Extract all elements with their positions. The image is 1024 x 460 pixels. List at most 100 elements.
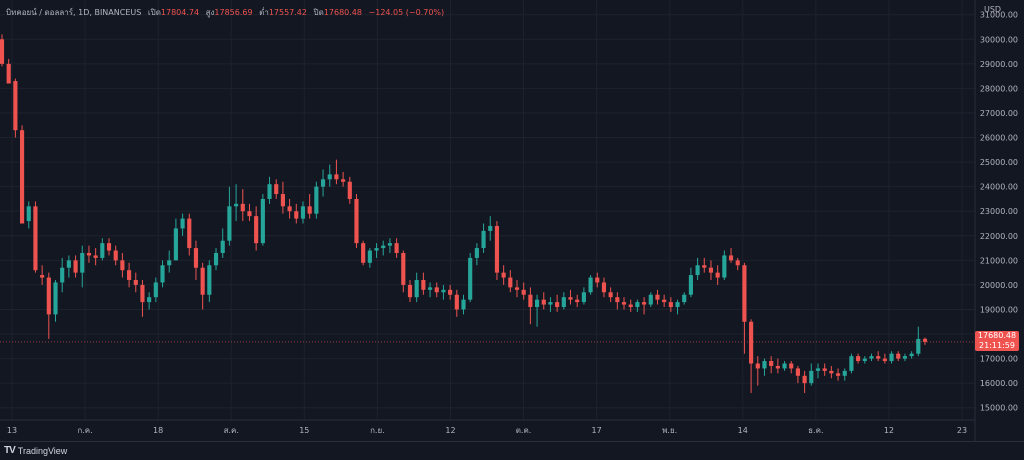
candle [414,272,419,303]
candle-body [621,302,627,305]
candle-body [809,370,814,384]
tradingview-logo[interactable]: TV TradingView [4,445,67,456]
y-tick-label: 26000.00 [980,134,1018,143]
candle-body [601,282,607,293]
candle [280,181,285,214]
candle [140,280,145,317]
candle-body [541,299,546,305]
candle [922,337,928,345]
candle [73,255,78,278]
x-tick-label: ส.ค. [224,426,239,435]
candle [749,319,754,393]
candle-body [561,297,566,308]
candle-body [401,252,406,285]
candle-body [461,299,466,310]
candle [254,206,259,251]
candle [381,240,386,256]
candle [494,221,500,280]
candle-body [662,299,667,303]
low-label: ต่ำ [259,8,269,17]
candle-body [381,245,386,249]
x-tick-label: 12 [445,426,455,435]
candle [474,243,479,266]
candle [528,287,533,325]
candle [795,365,800,384]
footer-bar: TV TradingView [0,441,1024,460]
currency-label[interactable]: USD [984,5,1002,14]
x-tick-label: พ.ย. [662,426,677,435]
candle-body [307,206,312,214]
candle-body [474,248,479,258]
candle [762,358,767,376]
candle-body [922,338,928,342]
y-tick-label: 23000.00 [980,207,1018,216]
x-tick-label: 23 [957,426,967,435]
open-label: เปิด [147,8,161,17]
candle [347,176,352,204]
candle-body [581,292,586,303]
candle [481,223,486,253]
candle-body [207,265,212,295]
candle-body [615,297,620,303]
candle [568,289,573,305]
candle-body [80,252,85,273]
candle [829,365,834,379]
candle [902,353,908,362]
candle [247,203,252,222]
candle-body [735,260,740,266]
candle-body [454,294,459,310]
candle [153,277,158,303]
candle [287,198,292,219]
candle [6,58,11,84]
candle [213,248,219,271]
price-axis[interactable]: 31000.00 30000.00 29000.00 28000.00 27000.00… [980,11,1018,413]
candle [742,262,747,354]
candle-body [19,130,25,224]
candle-body [287,206,292,212]
candle-body [548,302,553,305]
candle-body [648,294,653,305]
candlestick-series [0,34,975,393]
candle-body [100,243,105,258]
candle [695,257,700,280]
candle [46,272,51,339]
candle [856,353,861,364]
time-axis[interactable]: 13 ก.ค. 18 ส.ค. 15 ก.ย. 12 ต.ค. 17 พ.ย. 14 ธ.ค. 12 23 [7,426,967,435]
candle [341,171,346,187]
candle [722,250,727,280]
symbol-legend: บิทคอยน์ / ดอลลาร์, 1D, BINANCEUS เปิด17… [6,6,444,19]
candle [334,159,339,185]
candle-body [387,243,393,246]
symbol-name[interactable]: บิทคอยน์ / ดอลลาร์, 1D, BINANCEUS [6,8,142,17]
open-value: 17804.74 [160,8,200,17]
low-value: 17557.42 [268,8,307,17]
high-value: 17856.69 [214,8,253,17]
candle-body [749,321,754,364]
tradingview-icon: TV [4,445,16,456]
candle [815,363,821,379]
candle [187,213,192,256]
candle-body [488,225,493,231]
candle-body [916,338,921,354]
candle-body [127,270,132,280]
candle-body [882,358,887,362]
candle-body [434,287,439,293]
candle-body [595,277,600,283]
y-tick-label: 24000.00 [980,183,1018,192]
candle-body [528,294,533,308]
candle [407,280,413,303]
candle-body [802,375,807,384]
candle-body [441,289,446,293]
candle-body [514,287,520,290]
x-tick-label: 15 [299,426,309,435]
candle-body [93,255,98,258]
candle-body [421,280,426,290]
candle [728,248,734,263]
candle-body [180,218,185,229]
candle-body [628,304,633,308]
candle [300,201,306,224]
candle-body [782,363,787,369]
candle-body [220,240,225,253]
candle [534,294,540,327]
